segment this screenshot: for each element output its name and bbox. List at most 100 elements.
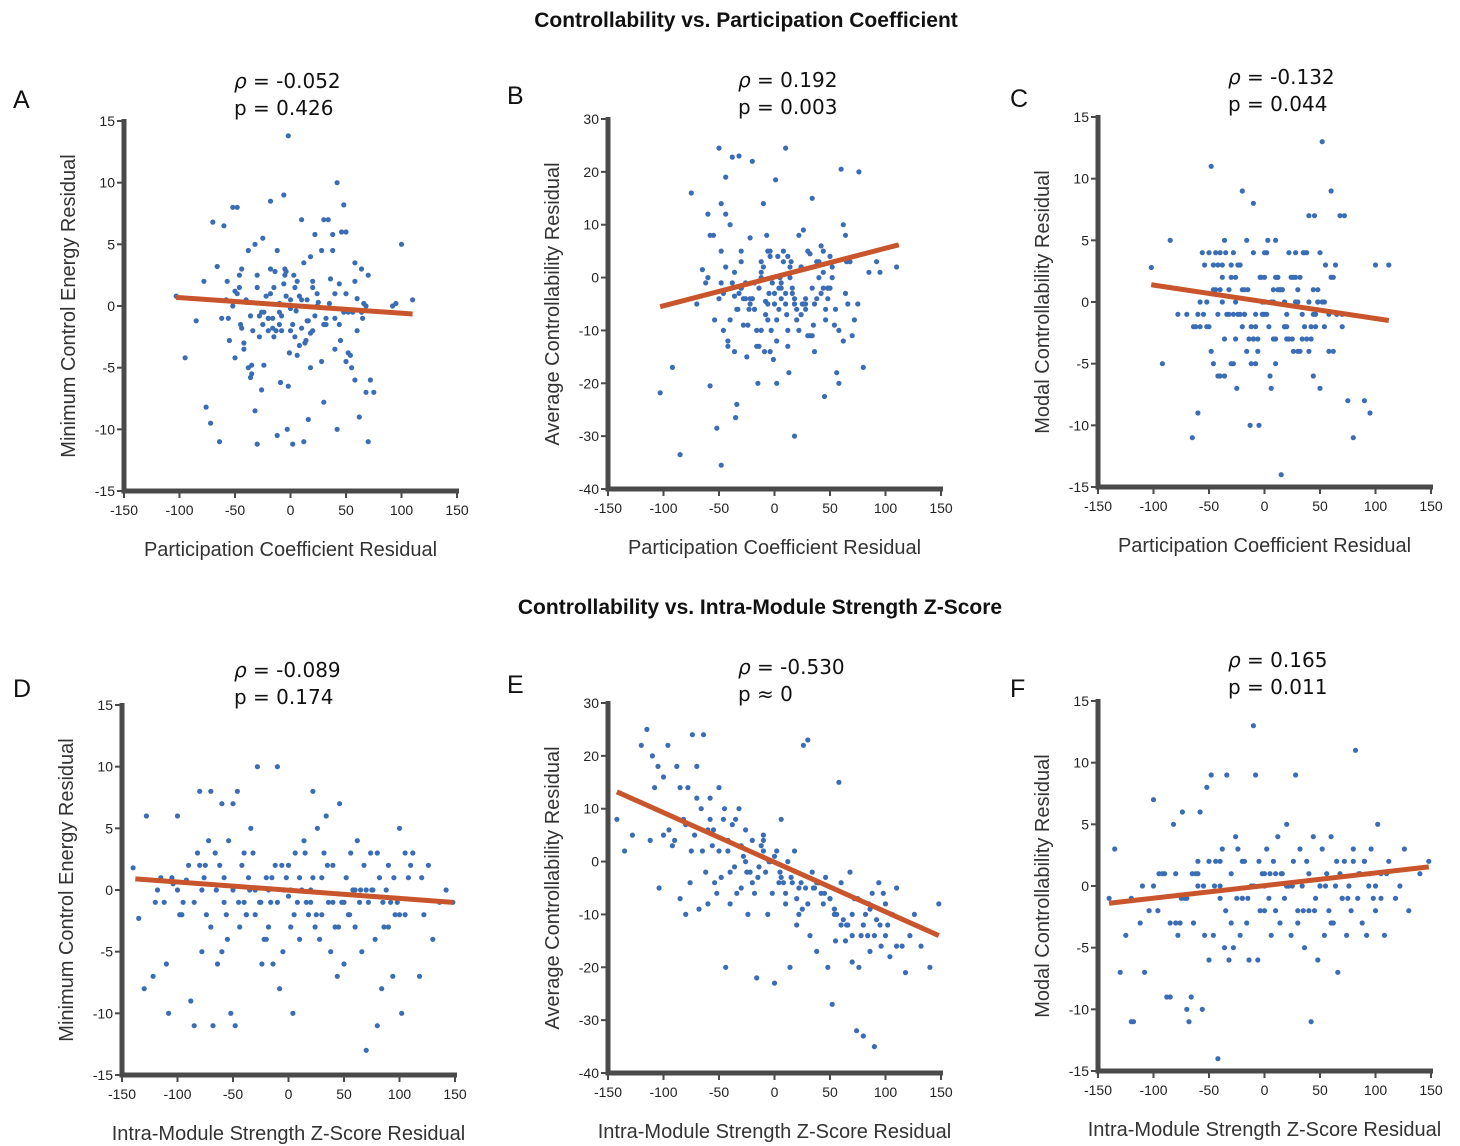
data-point <box>1288 932 1294 938</box>
data-point <box>358 887 364 893</box>
data-point <box>1250 200 1256 206</box>
data-point <box>733 816 739 822</box>
x-tick-label: -100 <box>649 500 677 516</box>
data-point <box>677 785 683 791</box>
data-point <box>1219 262 1225 268</box>
data-point <box>256 334 262 340</box>
data-point <box>794 317 800 323</box>
data-point <box>1228 920 1234 926</box>
data-point <box>268 899 274 905</box>
data-point <box>305 416 311 423</box>
data-point <box>343 229 349 235</box>
data-point <box>1337 213 1343 219</box>
data-point <box>261 362 267 368</box>
data-point <box>796 232 802 238</box>
data-point <box>787 275 793 281</box>
data-point <box>252 912 258 918</box>
panel-letter: A <box>13 86 30 114</box>
data-point <box>1284 821 1290 827</box>
data-point <box>385 862 391 868</box>
x-tick-label: -150 <box>594 500 622 516</box>
data-point <box>1248 324 1254 330</box>
data-point <box>836 380 842 386</box>
data-point <box>1244 920 1250 926</box>
data-point <box>1261 250 1268 256</box>
data-point <box>1345 398 1351 404</box>
data-point <box>755 874 761 881</box>
data-point <box>332 291 338 297</box>
data-point <box>771 290 778 296</box>
y-tick-label: 0 <box>591 854 599 870</box>
data-point <box>796 911 802 918</box>
data-point <box>224 936 230 942</box>
x-tick-label: 150 <box>443 1086 467 1102</box>
data-point <box>1208 348 1214 354</box>
data-point <box>245 365 251 371</box>
data-point <box>749 296 755 302</box>
data-point <box>1206 250 1212 256</box>
data-point <box>776 880 782 886</box>
data-point <box>363 1047 369 1053</box>
y-tick-label: -15 <box>1069 1063 1089 1079</box>
data-point <box>236 272 242 278</box>
data-point <box>352 278 358 284</box>
x-tick-label: 50 <box>822 500 838 516</box>
data-point <box>363 389 369 395</box>
data-point <box>774 380 780 386</box>
data-point <box>1306 908 1312 914</box>
data-point <box>887 954 893 960</box>
data-point <box>1290 348 1296 354</box>
data-point <box>1112 846 1118 852</box>
data-point <box>665 742 671 748</box>
data-point <box>787 264 793 270</box>
data-point <box>186 862 192 868</box>
regression-line <box>175 294 413 317</box>
data-point <box>740 322 747 328</box>
data-point <box>1184 311 1190 317</box>
x-tick-label: 150 <box>1419 498 1443 514</box>
data-point <box>894 943 900 949</box>
data-point <box>1313 895 1319 901</box>
data-point <box>1237 932 1243 938</box>
data-point <box>1233 336 1239 342</box>
data-point <box>1401 846 1407 852</box>
data-point <box>1346 883 1352 889</box>
data-point <box>347 912 353 918</box>
data-point <box>1328 188 1334 194</box>
data-point <box>776 306 782 312</box>
y-tick-label: 30 <box>583 695 599 711</box>
data-point <box>1247 422 1253 428</box>
data-point <box>286 350 292 356</box>
data-point <box>721 806 728 812</box>
data-point <box>911 911 918 918</box>
data-point <box>292 850 298 856</box>
data-point <box>773 177 779 183</box>
data-point <box>191 1023 197 1029</box>
data-point <box>299 217 305 223</box>
data-point <box>1310 834 1316 840</box>
y-axis-label: Modal Controllability Residual <box>1032 170 1054 433</box>
x-axis-label: Intra-Module Strength Z-Score Residual <box>1088 1119 1442 1141</box>
data-point <box>281 192 287 198</box>
x-axis-label: Participation Coefficient Residual <box>144 539 437 561</box>
data-point <box>1273 908 1279 914</box>
data-point <box>1310 287 1316 293</box>
data-point <box>325 899 332 905</box>
data-point <box>272 862 278 868</box>
data-point <box>419 875 425 881</box>
data-point <box>734 401 740 407</box>
data-point <box>823 317 829 323</box>
data-point <box>1348 908 1354 914</box>
panel-letter: C <box>1010 85 1028 113</box>
data-point <box>660 774 667 780</box>
data-point <box>836 327 842 333</box>
data-point <box>352 260 358 266</box>
data-point <box>294 278 300 284</box>
data-point <box>1359 920 1365 926</box>
data-point <box>143 813 149 819</box>
data-point <box>882 901 889 907</box>
data-point <box>1224 772 1230 778</box>
data-point <box>758 843 764 849</box>
data-point <box>1250 250 1256 256</box>
data-point <box>1250 723 1256 729</box>
